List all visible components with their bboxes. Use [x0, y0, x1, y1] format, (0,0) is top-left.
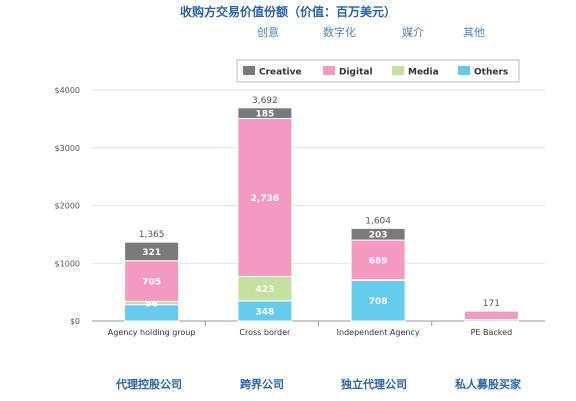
segment-label-cross-border-media: 423: [255, 285, 274, 295]
y-tick-label-0: $0: [70, 317, 80, 326]
bar-agency-holding-group-creative: [124, 241, 180, 262]
x-tick-label-agency-holding-group: Agency holding group: [108, 328, 196, 337]
bar-agency-holding-group-digital: [124, 260, 180, 302]
segment-label-cross-border-others: 348: [255, 307, 274, 317]
segment-label-cross-border-creative: 185: [255, 110, 274, 120]
legend-swatch-media: [392, 66, 404, 75]
bar-independent-agency-digital: [350, 239, 406, 281]
y-tick-label-1000: $1000: [55, 259, 80, 268]
segment-label-independent-agency-digital: 689: [369, 256, 388, 266]
bar-cross-border-digital: [237, 117, 293, 277]
total-label-cross-border: 3,692: [252, 96, 278, 106]
total-label-independent-agency: 1,604: [365, 216, 391, 226]
legend-label-creative: Creative: [259, 68, 302, 78]
segment-label-agency-holding-group-creative: 321: [142, 248, 161, 258]
cn-legend-creative: 创意: [257, 26, 279, 39]
total-label-pe-backed: 171: [483, 299, 500, 309]
bottom-label-cross-border: 跨界公司: [240, 378, 284, 391]
cn-legend-digital: 数字化: [323, 26, 356, 39]
bar-independent-agency-creative: [350, 227, 406, 241]
bar-independent-agency-others: [350, 279, 406, 322]
legend-label-media: Media: [408, 68, 439, 78]
x-tick-label-cross-border: Cross border: [239, 328, 291, 337]
segment-label-independent-agency-creative: 203: [369, 231, 388, 241]
chart-title: 收购方交易价值份额（价值：百万美元）: [179, 5, 396, 19]
legend-label-digital: Digital: [339, 68, 373, 78]
segment-label-independent-agency-others: 708: [369, 297, 388, 307]
bar-cross-border-media: [237, 275, 293, 302]
y-tick-label-4000: $4000: [55, 86, 80, 95]
total-label-agency-holding-group: 1,365: [139, 230, 165, 240]
legend-swatch-creative: [243, 66, 255, 75]
bar-pe-backed-digital: [463, 310, 519, 321]
bottom-label-independent: 独立代理公司: [341, 378, 407, 391]
legend-box: [236, 59, 520, 83]
bottom-label-agency-holding: 代理控股公司: [116, 378, 182, 391]
segment-label-cross-border-digital: 2,736: [251, 194, 279, 204]
y-tick-label-2000: $2000: [55, 202, 80, 211]
legend-swatch-digital: [323, 66, 335, 75]
x-tick-label-independent-agency: Independent Agency: [337, 328, 420, 337]
legend-label-others: Others: [474, 68, 508, 78]
cn-legend-others: 其他: [463, 26, 485, 39]
bar-cross-border-creative: [237, 107, 293, 119]
x-tick-label-pe-backed: PE Backed: [471, 328, 513, 337]
y-tick-label-3000: $3000: [55, 144, 80, 153]
bottom-label-pe-backed: 私人募股买家: [455, 378, 521, 391]
segment-label-agency-holding-group-media: 56: [145, 300, 158, 310]
cn-legend-media: 媒介: [402, 26, 424, 39]
segment-label-agency-holding-group-digital: 705: [142, 278, 161, 288]
legend-swatch-others: [458, 66, 470, 75]
